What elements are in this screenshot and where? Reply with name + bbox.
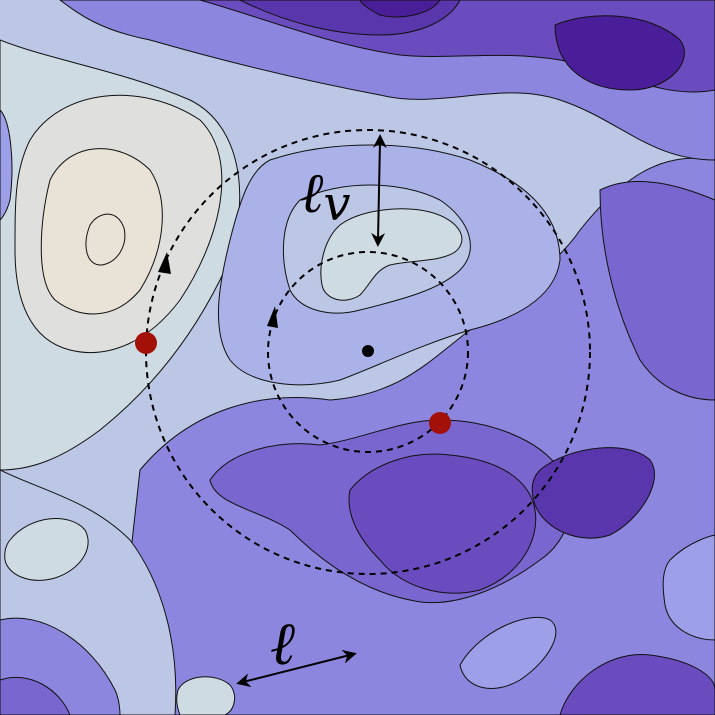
l-label: ℓ bbox=[270, 609, 295, 679]
contour-region-bottom-light-patch bbox=[459, 616, 557, 689]
contour-region-left-peak-core bbox=[85, 213, 126, 266]
inner-circle-direction-arrow bbox=[267, 306, 278, 328]
contour-region-right-band bbox=[599, 180, 715, 401]
l-v-double-arrow bbox=[371, 134, 387, 247]
inner-dashed-circle bbox=[267, 251, 469, 453]
contour-region-right-light-patch bbox=[662, 534, 715, 641]
contour-region-bottom-left-light bbox=[4, 518, 89, 581]
contour-region-lower-center-deep bbox=[348, 453, 537, 594]
contour-region-lower-right-deep bbox=[531, 447, 655, 539]
contour-region-center-peak bbox=[320, 208, 463, 301]
center-point bbox=[362, 345, 374, 357]
left-red-point bbox=[135, 332, 157, 354]
contour-region-top-center-peak bbox=[359, 0, 441, 18]
l-double-arrow bbox=[236, 649, 357, 688]
l-v-label-subscript: v bbox=[323, 176, 350, 232]
l-v-label-main: ℓ bbox=[300, 161, 324, 226]
contour-region-left-edge bbox=[0, 109, 13, 221]
contour-region-bottom-center-light bbox=[176, 676, 236, 715]
l-v-label: ℓv bbox=[300, 161, 350, 232]
lower-red-point bbox=[429, 412, 451, 434]
contour-region-top-right-peak bbox=[554, 15, 685, 91]
contour-region-bottom-right bbox=[559, 653, 715, 715]
outer-circle-direction-arrow bbox=[158, 252, 171, 274]
